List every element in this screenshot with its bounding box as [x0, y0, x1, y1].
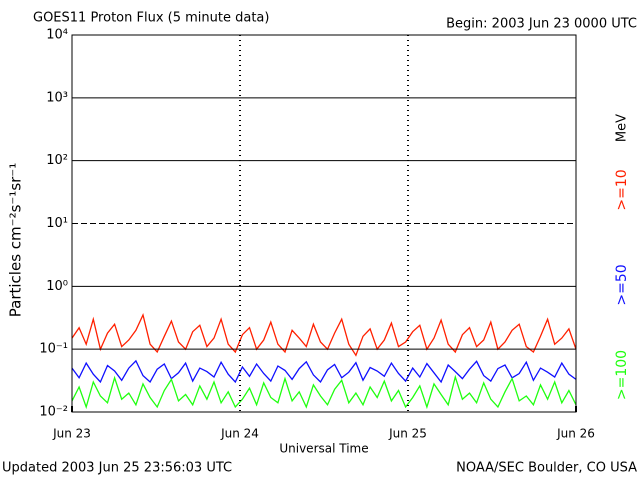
y-tick-label: 10³ — [46, 90, 68, 105]
x-tick-label: Jun 23 — [52, 427, 91, 441]
y-tick-label: 10⁰ — [46, 279, 68, 294]
x-tick-label: Jun 26 — [556, 427, 595, 441]
y-axis-label: Particles cm⁻²s⁻¹sr⁻¹ — [7, 163, 25, 317]
y-tick-label: 10⁻¹ — [39, 342, 68, 357]
chart-title: GOES11 Proton Flux (5 minute data) — [33, 11, 269, 26]
series-line — [71, 374, 577, 410]
y-tick-label: 10⁻² — [39, 405, 68, 420]
series-line — [71, 359, 577, 384]
y-tick-label: 10² — [46, 153, 68, 168]
x-tick-label: Jun 25 — [388, 427, 427, 441]
legend-label: >=10 — [614, 169, 630, 210]
chart-subtitle: Begin: 2003 Jun 23 0000 UTC — [446, 17, 637, 32]
x-axis-label: Universal Time — [279, 442, 368, 456]
y-tick-label: 10⁴ — [46, 28, 68, 43]
legend-label: >=100 — [614, 350, 630, 400]
plot-frame — [71, 34, 577, 413]
legend-label: >=50 — [614, 264, 630, 305]
footer-right: NOAA/SEC Boulder, CO USA — [456, 461, 637, 476]
x-tick-label: Jun 24 — [220, 427, 259, 441]
footer-left: Updated 2003 Jun 25 23:56:03 UTC — [2, 461, 232, 476]
y-tick-label: 10¹ — [46, 216, 68, 231]
series-line — [71, 313, 577, 357]
legend-unit: MeV — [615, 114, 630, 142]
